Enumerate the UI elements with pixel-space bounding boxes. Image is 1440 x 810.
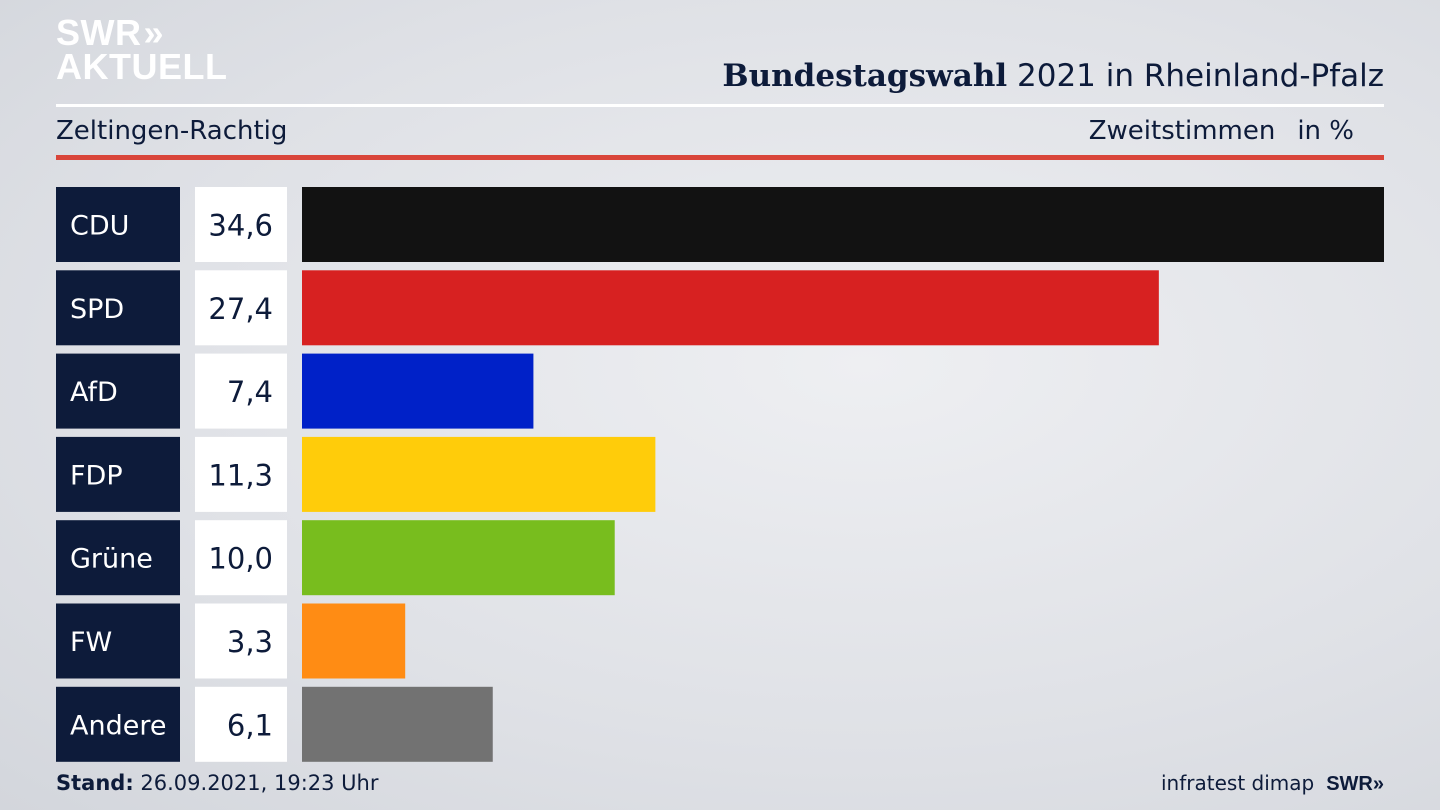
swr-brand-logo: SWR» xyxy=(1326,773,1384,795)
party-label-box-gr-ne xyxy=(56,520,180,596)
header-divider xyxy=(56,104,1384,107)
logo-aktuell-text: AKTUELL xyxy=(56,46,228,87)
party-label-fdp: FDP xyxy=(70,460,123,491)
value-label-fw: 3,3 xyxy=(227,625,273,659)
value-box-afd xyxy=(195,353,287,429)
party-label-box-fdp xyxy=(56,436,180,512)
value-box-cdu xyxy=(195,187,287,262)
party-label-box-afd xyxy=(56,353,180,429)
value-label-afd: 7,4 xyxy=(227,375,273,409)
bar-fdp xyxy=(302,436,656,512)
bar-cdu xyxy=(302,187,1384,262)
value-label-cdu: 34,6 xyxy=(208,209,273,243)
region-label: Zeltingen-Rachtig xyxy=(56,116,288,146)
party-label-cdu: CDU xyxy=(70,211,129,242)
bar-spd xyxy=(302,270,1159,346)
measure-label: Zweitstimmen xyxy=(1088,116,1276,146)
value-label-gr-ne: 10,0 xyxy=(208,542,273,576)
bar-andere xyxy=(302,686,493,762)
value-box-fdp xyxy=(195,436,287,512)
accent-divider xyxy=(56,155,1384,160)
party-label-andere: Andere xyxy=(70,710,166,741)
logo-line-1: SWR» xyxy=(56,15,227,51)
value-box-gr-ne xyxy=(195,520,287,596)
chart-title: Bundestagswahl 2021 in Rheinland-Pfalz xyxy=(722,58,1384,94)
chart-title-bold: Bundestagswahl xyxy=(722,58,1008,94)
bar-afd xyxy=(302,353,534,429)
party-label-gr-ne: Grüne xyxy=(70,544,153,575)
party-label-box-spd xyxy=(56,270,180,346)
party-label-fw: FW xyxy=(70,627,112,658)
source-credit: infratest dimap SWR» xyxy=(1161,771,1384,796)
value-label-fdp: 11,3 xyxy=(208,458,273,492)
value-box-andere xyxy=(195,686,287,762)
timestamp-label: Stand: xyxy=(56,771,134,795)
chart-title-rest: 2021 in Rheinland-Pfalz xyxy=(1007,58,1384,94)
bar-fw xyxy=(302,603,406,679)
party-label-box-cdu xyxy=(56,187,180,262)
timestamp: Stand: 26.09.2021, 19:23 Uhr xyxy=(56,771,379,795)
party-label-spd: SPD xyxy=(70,294,124,325)
measure-unit: Zweitstimmen in % xyxy=(1089,116,1354,146)
logo-arrows-icon: » xyxy=(143,12,165,53)
unit-label: in % xyxy=(1297,116,1354,146)
swr-aktuell-logo: SWR» AKTUELL xyxy=(56,15,228,87)
bar-gr-ne xyxy=(302,520,615,596)
timestamp-value: 26.09.2021, 19:23 Uhr xyxy=(133,771,379,795)
logo-swr-text: SWR xyxy=(56,12,142,53)
value-box-spd xyxy=(195,270,287,346)
value-label-andere: 6,1 xyxy=(227,708,273,742)
value-box-fw xyxy=(195,603,287,679)
source-label: infratest dimap xyxy=(1161,771,1315,795)
value-label-spd: 27,4 xyxy=(208,292,273,326)
party-label-box-fw xyxy=(56,603,180,679)
party-label-box-andere xyxy=(56,686,180,762)
party-label-afd: AfD xyxy=(70,377,118,408)
